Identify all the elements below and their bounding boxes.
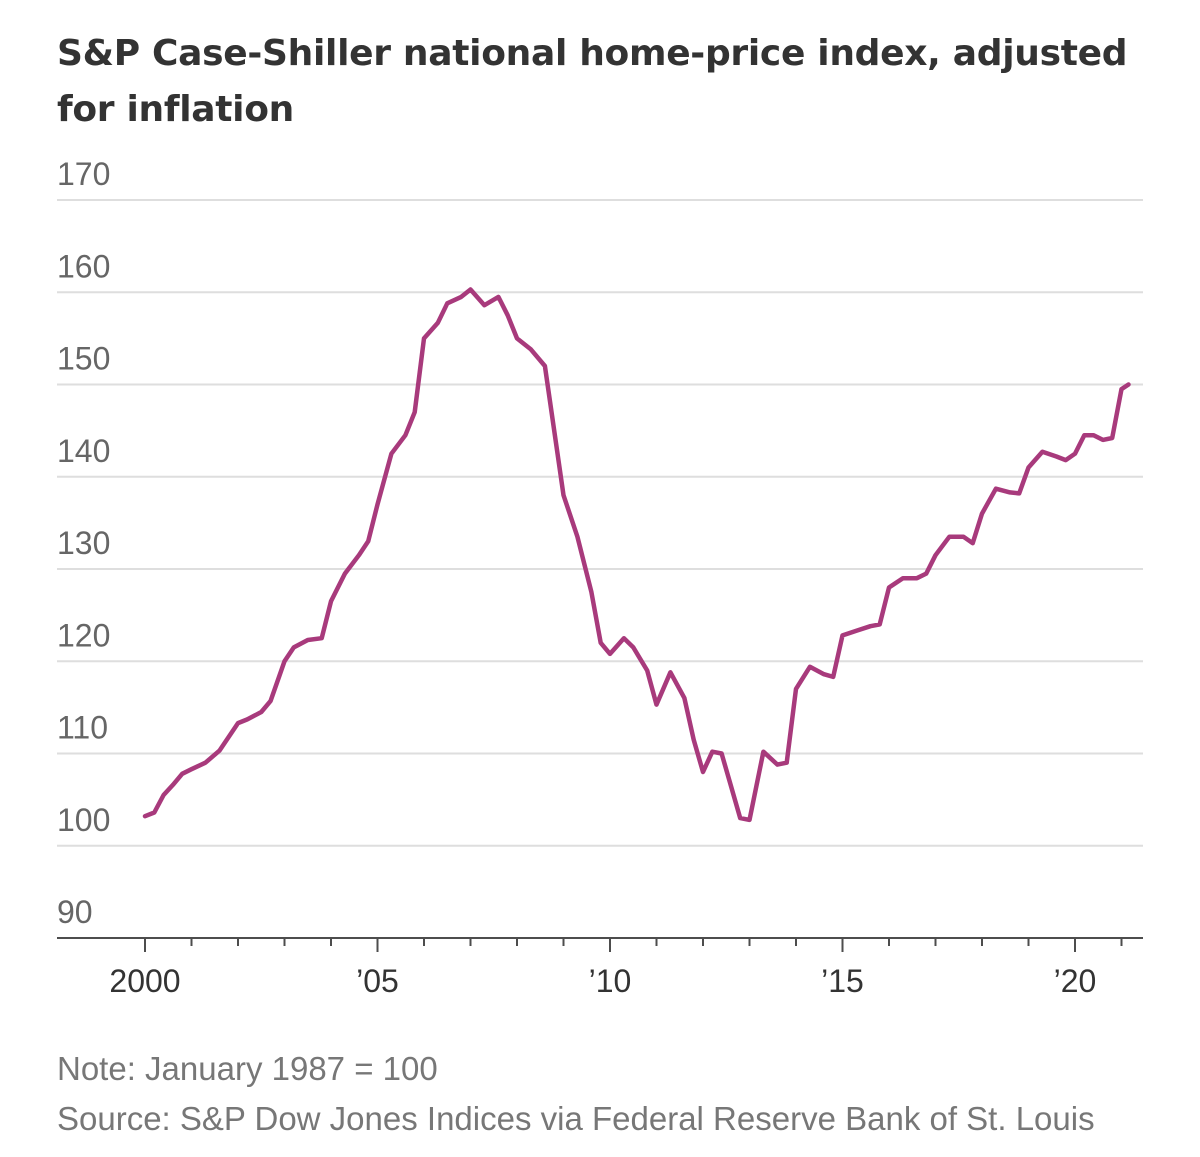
x-tick-label-2020: ’20 [1054,963,1097,999]
series-group [142,287,1131,823]
y-tick-label-170: 170 [57,156,110,192]
x-tick-label-2005: ’05 [356,963,399,999]
y-tick-label-130: 130 [57,525,110,561]
line-chart: 170 160 150 140 130 120 110 100 90 2000 ’05 ’10 ’15… [57,156,1143,999]
x-tick-label-2015: ’15 [821,963,864,999]
y-tick-label-160: 160 [57,248,110,284]
y-axis-labels: 170 160 150 140 130 120 110 100 90 [57,156,110,930]
y-tick-label-90: 90 [57,894,93,930]
x-tick-label-2000: 2000 [109,963,180,999]
y-tick-label-120: 120 [57,617,110,653]
x-tick-label-2010: ’10 [589,963,632,999]
y-tick-label-140: 140 [57,433,110,469]
chart-title: S&P Case-Shiller national home-price ind… [57,33,1128,130]
y-tick-label-150: 150 [57,341,110,377]
series-line-0 [142,287,1131,823]
y-tick-label-100: 100 [57,802,110,838]
chart-source: Source: S&P Dow Jones Indices via Federa… [57,1100,1095,1137]
x-axis [144,938,1123,952]
x-axis-labels: 2000 ’05 ’10 ’15 ’20 [109,963,1096,999]
chart-note: Note: January 1987 = 100 [57,1050,438,1087]
gridlines [57,199,1143,939]
y-tick-label-110: 110 [57,710,108,746]
